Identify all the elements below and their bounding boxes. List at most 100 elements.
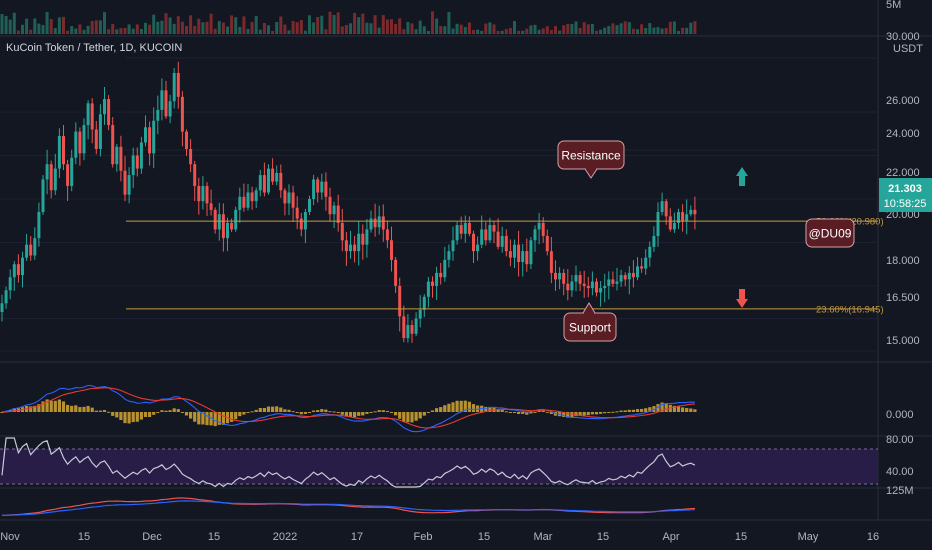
macd-histogram-bar [377, 410, 381, 412]
last-price-value: 21.303 [888, 183, 922, 195]
volume-bar [472, 30, 475, 34]
macd-histogram-bar [676, 406, 681, 412]
resistance-callout[interactable]: Resistance [557, 140, 625, 179]
volume-bar [172, 23, 176, 34]
volume-bar [599, 29, 603, 34]
macd-histogram-bar [574, 412, 578, 417]
macd-histogram-bar [197, 412, 201, 425]
bottom-indicator-line-b [1, 500, 695, 516]
volume-bar [49, 19, 53, 34]
macd-histogram-bar [328, 411, 332, 413]
volume-bar [250, 21, 254, 34]
volume-bar [402, 29, 406, 34]
macd-histogram-bar [693, 409, 697, 412]
volume-bar [525, 28, 529, 34]
volume-bar [246, 28, 250, 34]
candle-body [53, 168, 57, 191]
candle-body [361, 233, 365, 245]
macd-histogram-bar [156, 412, 160, 413]
volume-bar [12, 12, 16, 35]
candle-body [176, 72, 180, 97]
macd-histogram-bar [107, 411, 111, 413]
candle-body [603, 285, 607, 289]
volume-bar [176, 16, 180, 34]
volume-bar [595, 30, 598, 34]
price-tick: 30.000 [886, 31, 920, 43]
candle-body [123, 170, 127, 195]
volume-bar [689, 22, 693, 34]
macd-histogram-bar [373, 411, 377, 413]
volume-bar [238, 26, 242, 34]
macd-histogram-bar [250, 411, 254, 413]
macd-histogram-bar [135, 412, 139, 422]
volume-bar [324, 29, 328, 34]
rsi-tick: 40.00 [886, 466, 914, 478]
candle-body [16, 264, 20, 276]
candle-body [549, 251, 553, 273]
candle-body [431, 281, 434, 286]
candle-body [308, 199, 311, 213]
macd-histogram-bar [439, 407, 443, 412]
candle-body [619, 275, 623, 282]
candle-body [295, 207, 299, 219]
volume-bar [590, 23, 594, 34]
candle-body [398, 285, 402, 317]
candle-body [213, 209, 217, 230]
volume-bar [353, 12, 357, 35]
support-callout[interactable]: Support [563, 302, 617, 342]
fib-levels[interactable]: 50.00%(20.980)23.60%(16.945) [126, 217, 884, 316]
volume-bar [636, 29, 639, 34]
candle-body [611, 279, 615, 284]
macd-histogram-bar [607, 412, 611, 413]
volume-bar [53, 28, 57, 34]
volume-bar [677, 30, 680, 34]
candle-body [336, 205, 340, 223]
author-callout[interactable]: @DU09 [805, 218, 855, 248]
volume-bar [611, 23, 615, 34]
volume-bar [16, 30, 20, 34]
volume-bar [369, 23, 373, 34]
macd-histogram-bar [385, 410, 389, 412]
candle-body [590, 281, 594, 289]
volume-bar [398, 18, 402, 34]
volume-bar [107, 29, 111, 34]
price-tick: 24.000 [886, 128, 920, 140]
volume-bar [86, 25, 90, 34]
volume-bar [230, 15, 234, 34]
macd-histogram-bar [291, 411, 295, 413]
volume-bar [644, 28, 648, 34]
macd-histogram-bar [164, 410, 168, 412]
candle-body [250, 192, 254, 202]
candle-body [201, 185, 205, 202]
volume-bar [308, 15, 311, 34]
volume-bar [0, 14, 4, 35]
volume-bar [4, 15, 8, 34]
candle-body [562, 272, 566, 284]
candle-body [82, 125, 86, 154]
volume-bar [361, 13, 365, 35]
macd-histogram-bar [689, 408, 693, 412]
volume-bar [537, 29, 541, 34]
macd-histogram-bar [541, 410, 545, 412]
macd-histogram-bar [0, 412, 4, 413]
volume-bar [258, 29, 262, 34]
volume-bar [82, 29, 86, 34]
candle-body [332, 205, 336, 215]
support-label: Support [569, 321, 612, 335]
candle-body [57, 135, 61, 169]
macd-histogram-bar [217, 412, 221, 425]
rsi-tick: 80.00 [886, 434, 914, 446]
resistance-label: Resistance [561, 149, 621, 163]
volume-bar [545, 26, 549, 34]
volume-bar [631, 28, 635, 34]
time-tick: 17 [351, 531, 363, 543]
volume-bar [267, 25, 270, 34]
volume-bar [66, 30, 70, 34]
candle-body [45, 164, 49, 180]
candle-body [152, 120, 156, 154]
volume-bar [476, 29, 480, 34]
macd-histogram-bar [303, 412, 307, 414]
macd-histogram-bar [8, 409, 12, 412]
candle-body [672, 222, 676, 230]
